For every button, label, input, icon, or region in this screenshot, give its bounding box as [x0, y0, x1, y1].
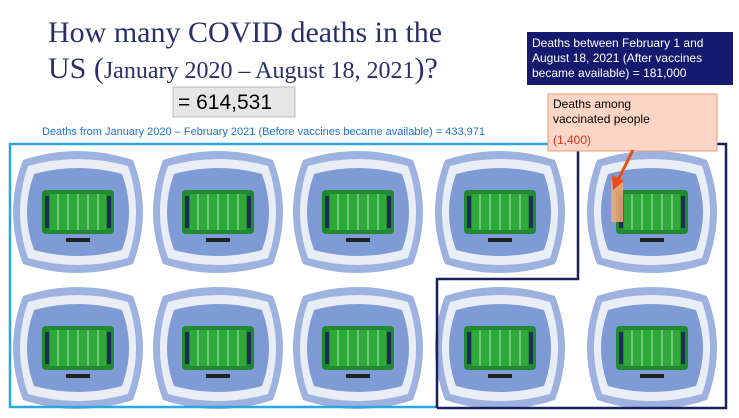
arrow [616, 149, 635, 181]
vaccinated-text: vaccinated people [553, 112, 650, 126]
total-deaths: = 614,531 [178, 91, 272, 114]
title-line: How many COVID deaths in the [48, 16, 442, 49]
stadium [586, 150, 718, 274]
stadium [586, 286, 718, 410]
after-text: Deaths between February 1 and [532, 36, 703, 50]
title-text: US ( [48, 52, 104, 85]
stadium [292, 286, 424, 410]
stadium [292, 150, 424, 274]
title-range: January 2020 – August 18, 2021 [104, 58, 415, 84]
slide-title: US (January 2020 – August 18, 2021)? [48, 52, 438, 85]
before-border [8, 142, 585, 409]
after-box [527, 32, 733, 85]
vaccinated-count: (1,400) [553, 133, 591, 147]
stadium [12, 286, 144, 410]
arrow-head [612, 175, 624, 190]
after-text: August 18, 2021 (After vaccines [532, 51, 702, 65]
stadium [434, 286, 566, 410]
vaccinated-box [547, 93, 718, 152]
total-box [172, 86, 296, 118]
before-caption: Deaths from January 2020 – February 2021… [42, 126, 485, 138]
vaccinated-highlight [611, 180, 623, 222]
vaccinated-text: Deaths among [553, 97, 631, 111]
stadium [434, 150, 566, 274]
after-text: became available) = 181,000 [532, 66, 687, 80]
title-text: )? [415, 52, 438, 85]
stadium [12, 150, 144, 274]
stadium [152, 286, 284, 410]
slide-title: How many COVID deaths in the [48, 16, 442, 49]
stadium [152, 150, 284, 274]
